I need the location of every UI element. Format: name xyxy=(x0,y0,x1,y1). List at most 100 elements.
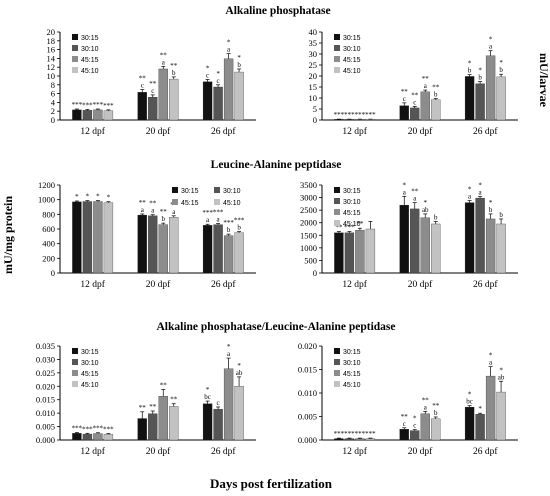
significance-label: ** xyxy=(356,220,364,228)
bar xyxy=(431,99,441,121)
y-tick-label: 2500 xyxy=(300,205,317,215)
bar xyxy=(334,232,344,274)
significance-label: *** xyxy=(355,111,366,119)
bar xyxy=(410,430,420,441)
bar xyxy=(82,201,93,274)
y-tick-label: 14 xyxy=(47,53,56,63)
y-tick-label: 500 xyxy=(304,255,317,265)
significance-label: *** xyxy=(344,111,355,119)
y-tick-label: 0.015 xyxy=(36,395,55,405)
significance-label: ab xyxy=(236,369,243,377)
significance-label: a xyxy=(227,46,231,54)
bar xyxy=(399,105,409,121)
legend-label: 45:15 xyxy=(81,371,99,378)
y-tick-label: 8 xyxy=(51,80,55,90)
bar xyxy=(475,413,485,441)
bar xyxy=(93,201,103,274)
bar xyxy=(496,76,506,121)
bar xyxy=(475,197,485,274)
legend-label: 30:15 xyxy=(181,188,199,195)
bar xyxy=(148,96,158,121)
significance-label: a xyxy=(424,82,428,90)
y-tick-label: 0.020 xyxy=(298,341,317,351)
significance-label: ** xyxy=(139,404,147,412)
significance-label: * xyxy=(499,366,503,374)
bar xyxy=(344,232,355,274)
category-label: 26 dpf xyxy=(211,126,236,137)
y-tick-label: 0.020 xyxy=(36,381,55,391)
y-tick-label: 0.005 xyxy=(36,422,55,432)
legend-label: 30:10 xyxy=(343,46,361,53)
significance-label: * xyxy=(227,39,231,47)
significance-label: *** xyxy=(82,101,93,109)
bar xyxy=(137,92,147,121)
legend-label: 45:10 xyxy=(343,221,361,228)
legend-swatch xyxy=(72,381,78,387)
y-tick-label: 0.010 xyxy=(36,408,55,418)
bar xyxy=(202,81,213,121)
category-label: 20 dpf xyxy=(146,126,171,137)
legend-swatch xyxy=(334,359,340,365)
significance-label: b xyxy=(227,226,231,234)
bar xyxy=(496,391,506,441)
significance-label: *** xyxy=(82,425,93,433)
legend-swatch xyxy=(72,359,78,365)
significance-label: *** xyxy=(103,102,114,110)
bar xyxy=(365,228,376,274)
significance-label: c xyxy=(151,87,154,95)
bar xyxy=(399,204,409,274)
bar xyxy=(234,232,244,274)
legend-label: 45:15 xyxy=(343,57,361,64)
significance-label: bc xyxy=(204,393,211,401)
significance-label: * xyxy=(489,352,493,360)
significance-label: ab xyxy=(422,206,429,214)
legend-label: 45:10 xyxy=(81,68,99,75)
significance-label: ** xyxy=(432,402,440,410)
significance-label: c xyxy=(403,95,406,103)
section-title-alp: Alkaline phosphatase xyxy=(225,5,330,17)
significance-label: a xyxy=(479,189,483,197)
significance-label: ** xyxy=(139,75,147,83)
significance-label: *** xyxy=(365,430,376,438)
significance-label: c xyxy=(217,399,220,407)
significance-label: * xyxy=(499,59,503,67)
significance-label: * xyxy=(237,362,241,370)
bar xyxy=(464,202,475,274)
bar xyxy=(202,403,213,441)
bar xyxy=(431,223,441,274)
significance-label: a xyxy=(172,208,176,216)
y-tick-label: 0.035 xyxy=(36,341,55,351)
bar xyxy=(485,55,496,121)
bar xyxy=(213,86,223,121)
significance-label: * xyxy=(227,343,231,351)
legend-swatch xyxy=(334,381,340,387)
legend-label: 45:10 xyxy=(223,200,241,207)
bar xyxy=(496,223,506,274)
significance-label: *** xyxy=(223,219,234,227)
legend-swatch xyxy=(334,198,340,204)
category-label: 20 dpf xyxy=(408,126,433,137)
y-tick-label: 16 xyxy=(47,45,56,55)
y-tick-label: 1000 xyxy=(300,243,317,253)
category-label: 26 dpf xyxy=(473,126,498,137)
bar xyxy=(202,225,213,274)
y-tick-label: 1200 xyxy=(38,180,55,190)
bar xyxy=(485,218,496,274)
significance-label: * xyxy=(468,186,472,194)
y-tick-label: 0.010 xyxy=(298,388,317,398)
legend-label: 45:15 xyxy=(343,210,361,217)
significance-label: * xyxy=(206,386,210,394)
legend-swatch xyxy=(334,34,340,40)
bar xyxy=(72,109,82,121)
bar xyxy=(158,68,168,121)
significance-label: c xyxy=(403,420,406,428)
significance-label: b xyxy=(478,74,482,82)
legend-swatch xyxy=(172,199,178,205)
y-tick-label: 5 xyxy=(313,104,317,114)
bar xyxy=(485,375,496,441)
significance-label: a xyxy=(403,188,407,196)
legend-swatch xyxy=(334,187,340,193)
bar xyxy=(158,224,168,274)
